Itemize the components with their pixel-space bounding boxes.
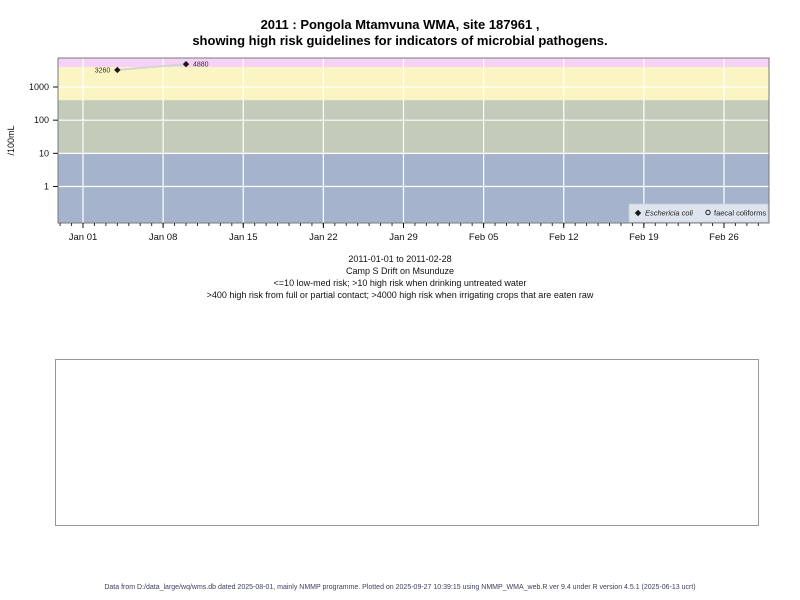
x-axis-tick-label: Feb 26 — [709, 232, 739, 243]
footer-note: Data from D:/data_large/wq/wms.db dated … — [104, 584, 696, 591]
plot-border — [57, 57, 770, 224]
legend: Eschericia coli faecal coliforms — [628, 203, 769, 223]
legend-faecal-coliforms-icon — [705, 209, 711, 216]
x-axis-tick-label: Jan 08 — [149, 232, 178, 243]
data-point-marker — [114, 66, 121, 74]
data-point-label: 4880 — [193, 62, 209, 69]
empty-panel — [55, 359, 759, 526]
chart-captions: 2011-01-01 to 2011-02-28 Camp S Drift on… — [0, 253, 800, 301]
caption-site-name: Camp S Drift on Msunduze — [345, 266, 455, 276]
legend-entry-faecal-coliforms: faecal coliforms — [714, 209, 766, 218]
y-axis-tick-label: 1000 — [29, 82, 49, 92]
high-risk-contact-band — [58, 67, 769, 101]
x-axis-tick-label: Jan 22 — [309, 232, 338, 243]
legend-escherichia-coli-icon — [634, 209, 642, 217]
series-eschericia-coli: 3260 4880 — [95, 60, 209, 74]
legend-entry-escherichia-coli: Eschericia coli — [645, 209, 693, 218]
chart-title: 2011 : Pongola Mtamvuna WMA, site 187961… — [0, 17, 800, 49]
caption-date-range: 2011-01-01 to 2011-02-28 — [348, 254, 452, 264]
x-axis-tick-label: Feb 05 — [469, 232, 499, 243]
y-axis-title: /100mL — [6, 125, 16, 155]
x-axis-tick-label: Jan 15 — [229, 232, 258, 243]
chart-title-line1: 2011 : Pongola Mtamvuna WMA, site 187961… — [260, 17, 540, 32]
y-axis-tick-label: 100 — [34, 115, 49, 125]
data-point-marker — [182, 60, 190, 68]
risk-chart: Jan 01 Jan 08 Jan 15 Jan 22 Jan 29 Feb 05 Feb … — [6, 57, 770, 243]
chart-title-line2: showing high risk guidelines for indicat… — [192, 33, 608, 48]
x-axis-tick-label: Feb 12 — [549, 232, 579, 243]
data-point-label: 3260 — [95, 67, 111, 74]
y-axis-tick-label: 10 — [39, 148, 49, 158]
caption-risk-line1: <=10 low-med risk; >10 high risk when dr… — [273, 278, 527, 288]
x-axis-tick-label: Jan 29 — [389, 232, 418, 243]
high-risk-irrigation-band — [58, 58, 769, 68]
y-axis-tick-label: 1 — [44, 182, 49, 192]
legend-box — [628, 203, 769, 223]
x-axis-tick-label: Jan 01 — [69, 232, 98, 243]
caption-risk-line2: >400 high risk from full or partial cont… — [206, 290, 594, 300]
x-axis-tick-label: Feb 19 — [629, 232, 659, 243]
high-risk-drinking-band — [58, 100, 769, 154]
series-line — [117, 63, 187, 71]
